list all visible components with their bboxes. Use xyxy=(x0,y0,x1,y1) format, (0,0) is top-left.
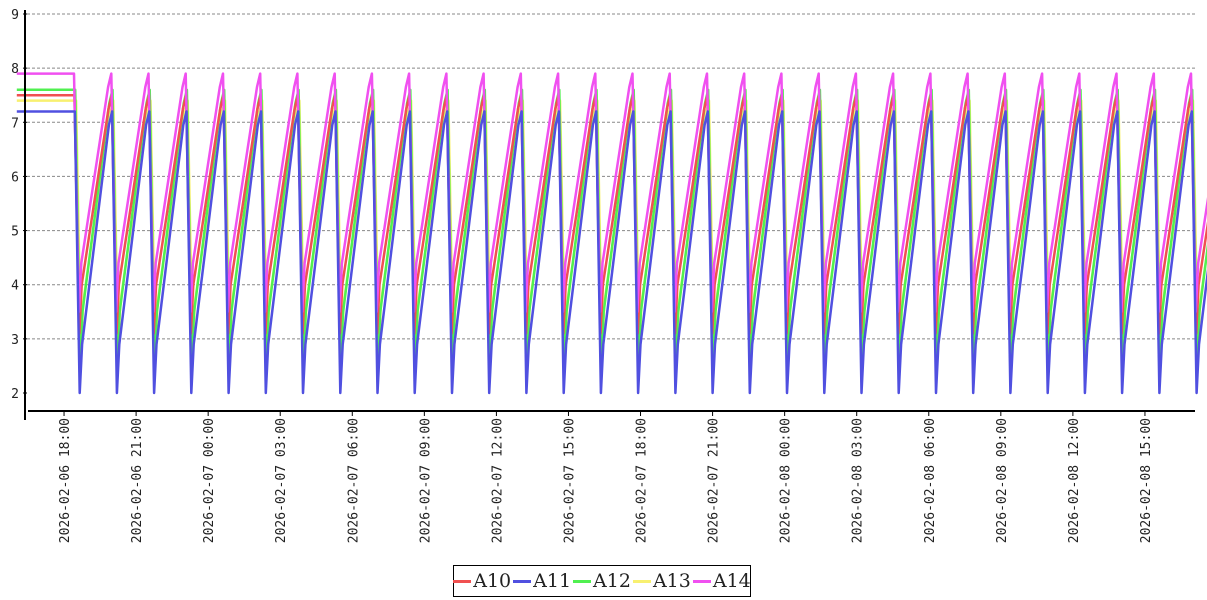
legend-label: A13 xyxy=(652,570,691,592)
x-tick-label: 2026-02-08 12:00 xyxy=(1067,418,1082,543)
legend-item: A14 xyxy=(692,570,751,592)
x-tick-label: 2026-02-06 18:00 xyxy=(58,418,73,543)
x-tick-label: 2026-02-07 21:00 xyxy=(707,418,722,543)
y-axis-ticks: 2 3 4 5 6 7 8 9 xyxy=(11,8,27,402)
x-tick-label: 2026-02-07 09:00 xyxy=(418,418,433,543)
y-tick-label: 7 xyxy=(11,116,19,131)
legend-swatch xyxy=(632,579,651,583)
x-axis-ticks: 2026-02-06 18:00 2026-02-06 21:00 2026-02-… xyxy=(58,411,1154,543)
x-tick-label: 2026-02-08 00:00 xyxy=(779,418,794,543)
y-tick-label: 2 xyxy=(11,387,19,402)
legend-label: A11 xyxy=(533,570,572,592)
series-lines xyxy=(16,72,1207,395)
legend-label: A10 xyxy=(473,570,512,592)
legend-swatch xyxy=(453,579,472,583)
legend-item: A10 xyxy=(453,570,511,592)
x-tick-label: 2026-02-08 09:00 xyxy=(995,418,1010,543)
x-tick-label: 2026-02-07 06:00 xyxy=(346,418,361,543)
legend-swatch xyxy=(692,579,711,583)
x-tick-label: 2026-02-07 18:00 xyxy=(635,418,650,543)
y-tick-label: 6 xyxy=(11,170,19,185)
legend-item: A12 xyxy=(573,570,631,592)
x-tick-label: 2026-02-07 03:00 xyxy=(274,418,289,543)
legend-swatch xyxy=(573,579,592,583)
legend-swatch xyxy=(513,579,532,583)
series-line-a11 xyxy=(16,110,1207,395)
x-tick-label: 2026-02-08 15:00 xyxy=(1139,418,1154,543)
legend-label: A12 xyxy=(593,570,631,592)
x-tick-label: 2026-02-07 12:00 xyxy=(490,418,505,543)
x-tick-label: 2026-02-07 15:00 xyxy=(562,418,577,543)
x-tick-label: 2026-02-06 21:00 xyxy=(130,418,145,543)
y-tick-label: 9 xyxy=(11,8,19,23)
legend-item: A11 xyxy=(513,570,571,592)
y-tick-label: 4 xyxy=(11,279,19,294)
legend: A10 A11 A12 A13 A14 xyxy=(453,565,751,597)
legend-label: A14 xyxy=(712,570,751,592)
x-tick-label: 2026-02-07 00:00 xyxy=(202,418,217,543)
y-tick-label: 5 xyxy=(11,225,19,240)
x-tick-label: 2026-02-08 03:00 xyxy=(851,418,866,543)
legend-item: A13 xyxy=(632,570,691,592)
x-tick-label: 2026-02-08 06:00 xyxy=(923,418,938,543)
y-tick-label: 8 xyxy=(11,62,19,77)
y-tick-label: 3 xyxy=(11,333,19,348)
